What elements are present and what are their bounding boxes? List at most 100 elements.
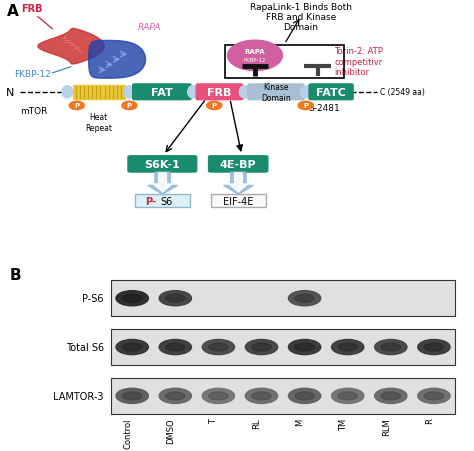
Polygon shape bbox=[38, 29, 104, 65]
FancyBboxPatch shape bbox=[248, 85, 304, 101]
FancyArrow shape bbox=[153, 174, 172, 192]
Text: FRB: FRB bbox=[21, 4, 43, 14]
Text: N: N bbox=[6, 87, 14, 97]
Ellipse shape bbox=[8, 106, 60, 116]
Text: FATC: FATC bbox=[316, 87, 346, 97]
Circle shape bbox=[207, 102, 222, 110]
Ellipse shape bbox=[424, 343, 444, 351]
Ellipse shape bbox=[289, 291, 321, 306]
Text: DMSO: DMSO bbox=[166, 418, 175, 443]
Text: B: B bbox=[9, 268, 21, 283]
FancyBboxPatch shape bbox=[128, 156, 197, 173]
Ellipse shape bbox=[338, 343, 357, 351]
Ellipse shape bbox=[374, 340, 407, 355]
Text: S6: S6 bbox=[160, 197, 173, 207]
Text: P: P bbox=[303, 103, 308, 109]
Circle shape bbox=[69, 102, 84, 110]
Ellipse shape bbox=[209, 392, 228, 400]
Text: Total S6: Total S6 bbox=[65, 342, 104, 352]
Ellipse shape bbox=[122, 295, 142, 303]
Ellipse shape bbox=[331, 340, 364, 355]
Text: T: T bbox=[210, 418, 219, 423]
Text: TM: TM bbox=[339, 418, 348, 430]
Ellipse shape bbox=[295, 343, 314, 351]
Ellipse shape bbox=[289, 388, 321, 404]
Text: P: P bbox=[212, 103, 217, 109]
Text: RapaLink-1 Binds Both
FRB and Kinase
Domain: RapaLink-1 Binds Both FRB and Kinase Dom… bbox=[250, 3, 352, 32]
FancyArrow shape bbox=[229, 174, 248, 192]
Ellipse shape bbox=[116, 388, 148, 404]
FancyBboxPatch shape bbox=[196, 85, 243, 101]
Text: P: P bbox=[127, 103, 132, 109]
Ellipse shape bbox=[338, 392, 357, 400]
Ellipse shape bbox=[246, 340, 278, 355]
Text: M: M bbox=[296, 418, 305, 425]
Ellipse shape bbox=[239, 87, 250, 99]
Bar bbox=[110, 281, 456, 317]
Circle shape bbox=[122, 102, 137, 110]
Bar bbox=[110, 329, 456, 365]
Text: S-2481: S-2481 bbox=[309, 103, 340, 112]
Ellipse shape bbox=[252, 343, 271, 351]
Text: C (2549 aa): C (2549 aa) bbox=[380, 88, 425, 97]
Text: LAMTOR-3: LAMTOR-3 bbox=[53, 391, 104, 401]
Bar bbox=[73, 86, 125, 99]
Ellipse shape bbox=[122, 343, 142, 351]
Text: FKBP-12: FKBP-12 bbox=[14, 70, 51, 79]
Text: FKBP-12: FKBP-12 bbox=[244, 58, 266, 63]
Text: Control: Control bbox=[123, 418, 132, 448]
Text: A: A bbox=[7, 4, 19, 19]
Ellipse shape bbox=[374, 388, 407, 404]
Ellipse shape bbox=[188, 87, 198, 99]
Ellipse shape bbox=[418, 340, 450, 355]
Text: S6K-1: S6K-1 bbox=[145, 160, 180, 170]
FancyBboxPatch shape bbox=[133, 85, 191, 101]
FancyArrow shape bbox=[224, 173, 254, 195]
Text: P-: P- bbox=[145, 197, 156, 207]
Text: mTOR: mTOR bbox=[20, 107, 48, 115]
Ellipse shape bbox=[165, 295, 185, 303]
Ellipse shape bbox=[159, 291, 191, 306]
Text: RLM: RLM bbox=[382, 418, 391, 435]
Text: Kinase
Domain: Kinase Domain bbox=[261, 83, 291, 102]
Ellipse shape bbox=[381, 343, 401, 351]
FancyBboxPatch shape bbox=[135, 195, 190, 208]
Text: RAPA: RAPA bbox=[245, 49, 265, 55]
Ellipse shape bbox=[209, 343, 228, 351]
Text: P: P bbox=[74, 103, 79, 109]
Ellipse shape bbox=[159, 388, 191, 404]
Ellipse shape bbox=[424, 392, 444, 400]
Text: RL: RL bbox=[253, 418, 262, 428]
Ellipse shape bbox=[202, 388, 235, 404]
Ellipse shape bbox=[295, 295, 314, 303]
Ellipse shape bbox=[116, 291, 148, 306]
Circle shape bbox=[228, 41, 283, 71]
Ellipse shape bbox=[159, 340, 191, 355]
FancyBboxPatch shape bbox=[309, 85, 353, 101]
Ellipse shape bbox=[122, 392, 142, 400]
Ellipse shape bbox=[165, 392, 185, 400]
Ellipse shape bbox=[289, 340, 321, 355]
Ellipse shape bbox=[246, 388, 278, 404]
Text: RAPA: RAPA bbox=[137, 23, 161, 32]
Ellipse shape bbox=[295, 392, 314, 400]
Text: R: R bbox=[425, 418, 434, 423]
Ellipse shape bbox=[252, 392, 271, 400]
Circle shape bbox=[298, 102, 313, 110]
Ellipse shape bbox=[301, 87, 311, 99]
Text: Torin-2: ATP
competitivr
inhibitor: Torin-2: ATP competitivr inhibitor bbox=[334, 47, 383, 77]
Ellipse shape bbox=[62, 87, 73, 99]
Ellipse shape bbox=[124, 87, 135, 99]
Polygon shape bbox=[89, 41, 146, 79]
Text: Heat
Repeat: Heat Repeat bbox=[85, 113, 112, 132]
FancyBboxPatch shape bbox=[209, 156, 268, 173]
Text: FAT: FAT bbox=[151, 87, 173, 97]
FancyArrow shape bbox=[148, 173, 178, 195]
Text: 4E-BP: 4E-BP bbox=[220, 160, 256, 170]
Ellipse shape bbox=[331, 388, 364, 404]
Ellipse shape bbox=[381, 392, 401, 400]
Ellipse shape bbox=[165, 343, 185, 351]
Text: EIF-4E: EIF-4E bbox=[223, 197, 254, 207]
Ellipse shape bbox=[116, 340, 148, 355]
FancyBboxPatch shape bbox=[211, 195, 266, 208]
